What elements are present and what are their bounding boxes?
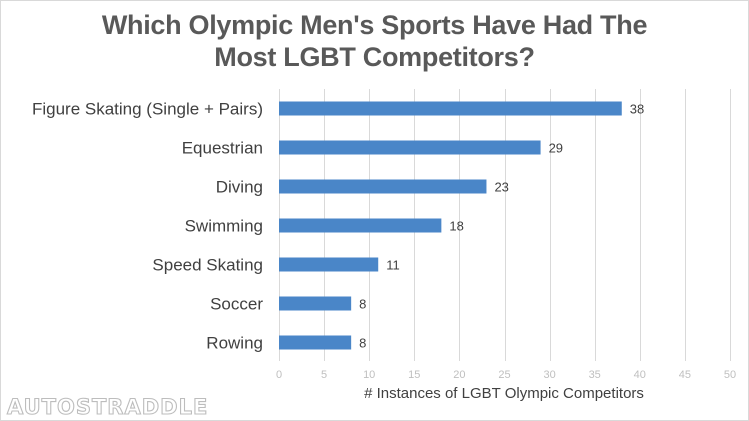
data-label: 38 xyxy=(630,102,644,117)
bar xyxy=(279,140,541,155)
category-label: Figure Skating (Single + Pairs) xyxy=(32,100,263,119)
bar xyxy=(279,335,352,350)
watermark-logo: AUTOSTRADDLE xyxy=(7,395,208,419)
data-label: 18 xyxy=(449,219,463,234)
x-tick-label: 50 xyxy=(724,369,736,381)
x-tick-label: 40 xyxy=(634,369,646,381)
bar xyxy=(279,101,622,116)
x-tick-label: 5 xyxy=(321,369,327,381)
bar xyxy=(279,179,487,194)
x-tick-label: 30 xyxy=(543,369,555,381)
bar xyxy=(279,296,352,311)
data-label: 8 xyxy=(359,336,366,351)
category-label: Swimming xyxy=(185,217,263,236)
x-tick-label: 10 xyxy=(363,369,375,381)
chart-title: Which Olympic Men's Sports Have Had The … xyxy=(1,9,748,73)
data-label: 29 xyxy=(549,141,563,156)
category-label: Rowing xyxy=(206,334,263,353)
category-label: Soccer xyxy=(210,295,263,314)
category-label: Speed Skating xyxy=(152,256,263,275)
data-label: 23 xyxy=(494,180,508,195)
x-tick-label: 0 xyxy=(276,369,282,381)
x-tick-label: 20 xyxy=(453,369,465,381)
data-label: 11 xyxy=(386,258,400,273)
x-tick-label: 15 xyxy=(408,369,420,381)
gridlines xyxy=(279,89,731,361)
bars xyxy=(279,101,622,350)
data-label: 8 xyxy=(359,297,366,312)
bar xyxy=(279,218,442,233)
chart-title-line-2: Most LGBT Competitors? xyxy=(214,42,535,72)
x-tick-label: 25 xyxy=(498,369,510,381)
chart-title-line-1: Which Olympic Men's Sports Have Had The xyxy=(101,10,648,40)
category-label: Equestrian xyxy=(182,139,263,158)
labels: 0 5 10 15 20 25 30 35 40 45 50 Figure Skating (Sing… xyxy=(32,100,736,382)
x-tick-label: 35 xyxy=(589,369,601,381)
x-axis-title: # Instances of LGBT Olympic Competitors xyxy=(364,385,644,402)
bar xyxy=(279,257,379,272)
category-label: Diving xyxy=(216,178,263,197)
x-tick-label: 45 xyxy=(679,369,691,381)
